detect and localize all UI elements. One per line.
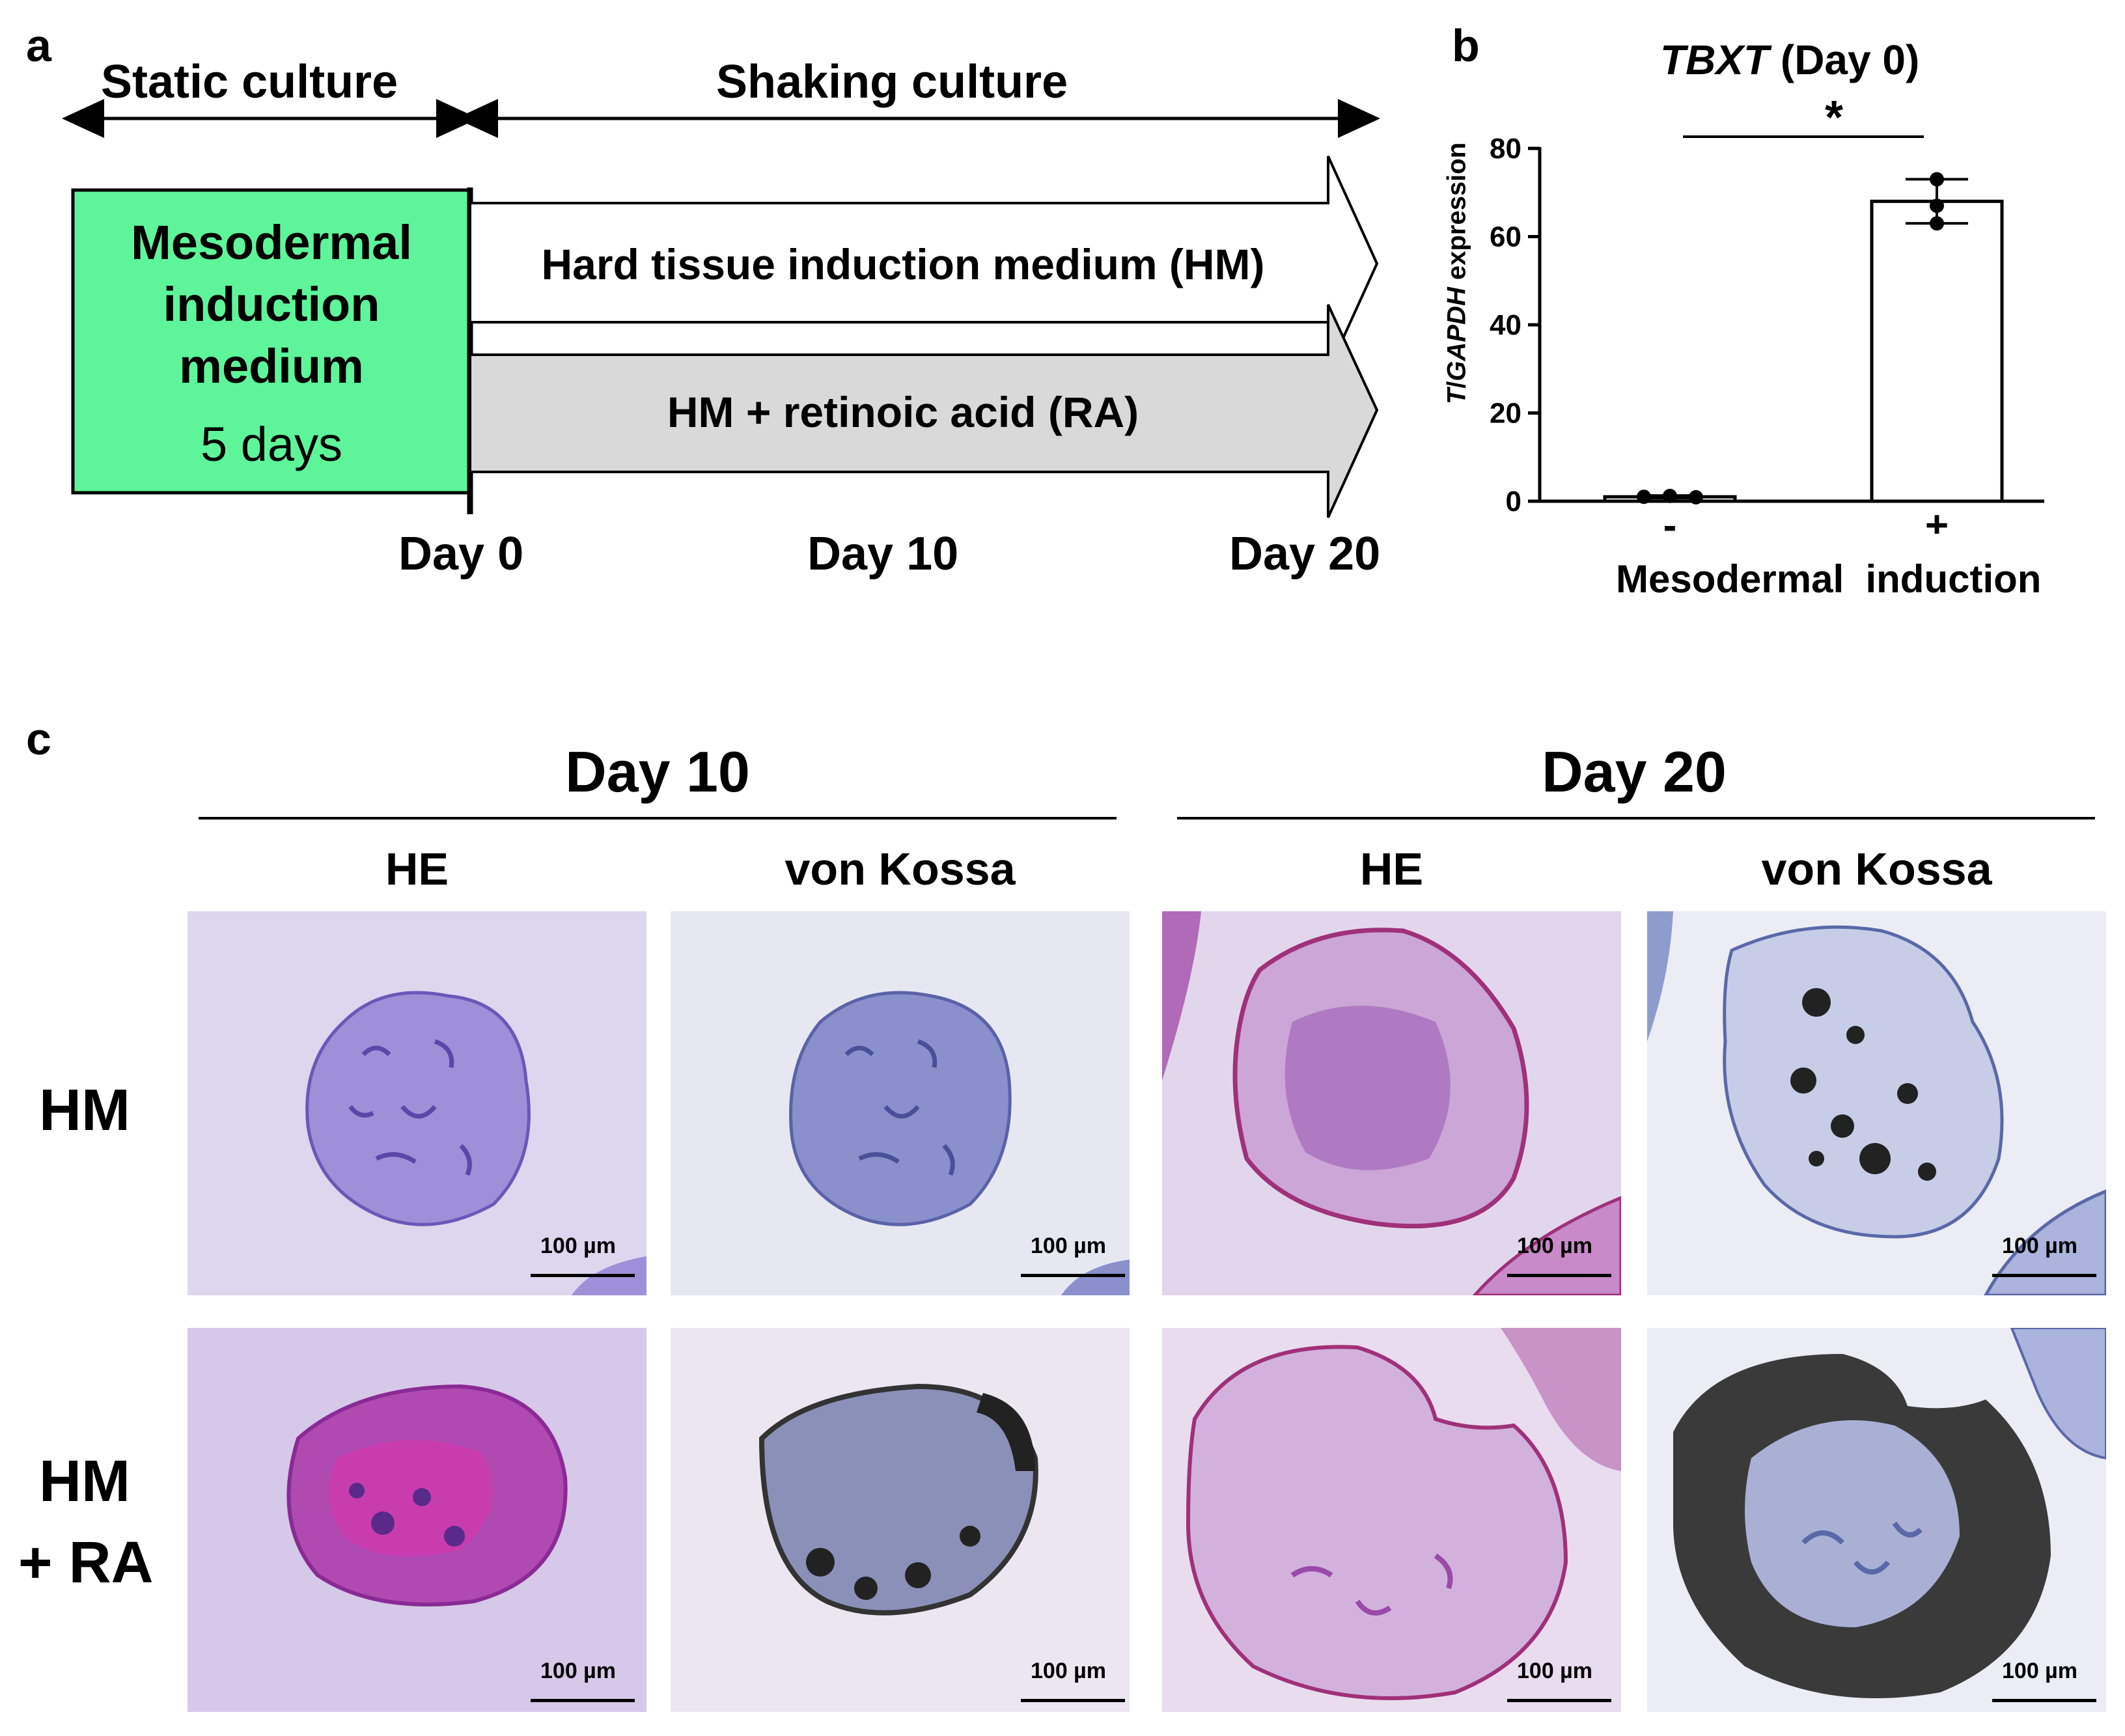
data-point-0-2 — [1689, 489, 1703, 504]
data-point-1-1 — [1930, 199, 1944, 214]
day20-header: Day 20 — [1542, 739, 1727, 804]
micrograph-hm-d10-he — [188, 911, 646, 1295]
scale-label-2: 100 µm — [1031, 1233, 1106, 1258]
scale-bar-6 — [1021, 1699, 1125, 1702]
bar-1 — [1870, 199, 2004, 503]
hm-arrow — [469, 156, 1379, 372]
meso-line-2: induction — [163, 277, 380, 331]
panel-a-label: a — [26, 20, 51, 71]
scale-bar-3 — [1507, 1274, 1611, 1277]
micrograph-hm-d10-vk — [671, 911, 1130, 1295]
scale-bar-8 — [1992, 1699, 2096, 1702]
row-label-hmra-1: HM — [39, 1449, 130, 1514]
chart-title-rest: (Day 0) — [1769, 36, 1920, 83]
scale-label-6: 100 µm — [1031, 1659, 1106, 1683]
shaking-culture-label: Shaking culture — [716, 56, 1068, 108]
row-label-hmra-2: + RA — [18, 1530, 154, 1595]
scale-label-7: 100 µm — [1517, 1659, 1592, 1683]
scale-bar-1 — [531, 1274, 635, 1277]
micrograph-hmra-d20-he — [1162, 1328, 1621, 1712]
day10-header: Day 10 — [565, 739, 750, 804]
hm-ra-arrow — [469, 304, 1379, 518]
micrograph-hm-d20-he — [1162, 911, 1621, 1295]
y-tick-label-1: 20 — [1490, 398, 1521, 430]
hm-ra-arrow-label: HM + retinoic acid (RA) — [667, 388, 1139, 436]
chart-significance: * — [1825, 92, 1844, 144]
col-label-he-d10: HE — [385, 844, 449, 894]
panel-b-label: b — [1452, 20, 1480, 71]
data-point-1-2 — [1930, 216, 1944, 231]
scale-label-4: 100 µm — [2002, 1233, 2077, 1258]
scale-label-8: 100 µm — [2002, 1659, 2077, 1683]
day20-label: Day 20 — [1229, 528, 1381, 580]
day20-underline — [1177, 817, 2095, 820]
static-culture-label: Static culture — [101, 56, 398, 108]
day10-label: Day 10 — [807, 528, 959, 580]
data-point-0-1 — [1663, 488, 1677, 503]
col-label-vk-d20: von Kossa — [1761, 844, 1992, 894]
day0-label: Day 0 — [398, 528, 524, 580]
scale-bar-4 — [1992, 1274, 2096, 1277]
chart-xlabel: Mesodermal induction — [1616, 557, 2042, 601]
row-label-hm: HM — [39, 1078, 130, 1143]
micrograph-hmra-d20-vk — [1647, 1328, 2106, 1712]
meso-line-3: medium — [179, 339, 364, 393]
scale-bar-7 — [1507, 1699, 1611, 1702]
chart-title-gene: TBXT — [1660, 36, 1770, 83]
meso-duration: 5 days — [200, 417, 343, 471]
panel-a-diagram — [62, 99, 1380, 518]
meso-line-1: Mesodermal — [131, 215, 412, 269]
micrograph-hm-d20-vk — [1647, 911, 2106, 1295]
data-point-1-0 — [1930, 172, 1944, 187]
y-tick-label-4: 80 — [1490, 133, 1521, 165]
y-tick-label-3: 60 — [1490, 221, 1521, 253]
scale-label-1: 100 µm — [540, 1233, 616, 1258]
hm-arrow-label: Hard tissue induction medium (HM) — [541, 240, 1265, 288]
chart-ylabel: T/GAPDH expression — [1442, 142, 1471, 405]
y-tick-label-2: 40 — [1490, 309, 1521, 341]
panel-c-label: c — [26, 713, 51, 764]
micrograph-hmra-d10-vk — [671, 1328, 1130, 1712]
mesodermal-box — [71, 188, 472, 495]
category-label-1: + — [1925, 503, 1949, 534]
data-point-0-0 — [1637, 489, 1651, 504]
scale-bar-2 — [1021, 1274, 1125, 1277]
chart-title: TBXT (Day 0) — [1660, 36, 1919, 84]
scale-label-3: 100 µm — [1517, 1233, 1592, 1258]
bar-chart: 0 20 40 60 80 - + — [1490, 133, 2044, 534]
y-tick-label-0: 0 — [1506, 486, 1521, 517]
day10-underline — [199, 817, 1117, 820]
scale-label-5: 100 µm — [540, 1659, 616, 1683]
category-label-0: - — [1663, 503, 1677, 534]
micrograph-hmra-d10-he — [188, 1328, 646, 1712]
col-label-he-d20: HE — [1359, 844, 1424, 894]
scale-bar-5 — [531, 1699, 635, 1702]
col-label-vk-d10: von Kossa — [785, 844, 1016, 894]
